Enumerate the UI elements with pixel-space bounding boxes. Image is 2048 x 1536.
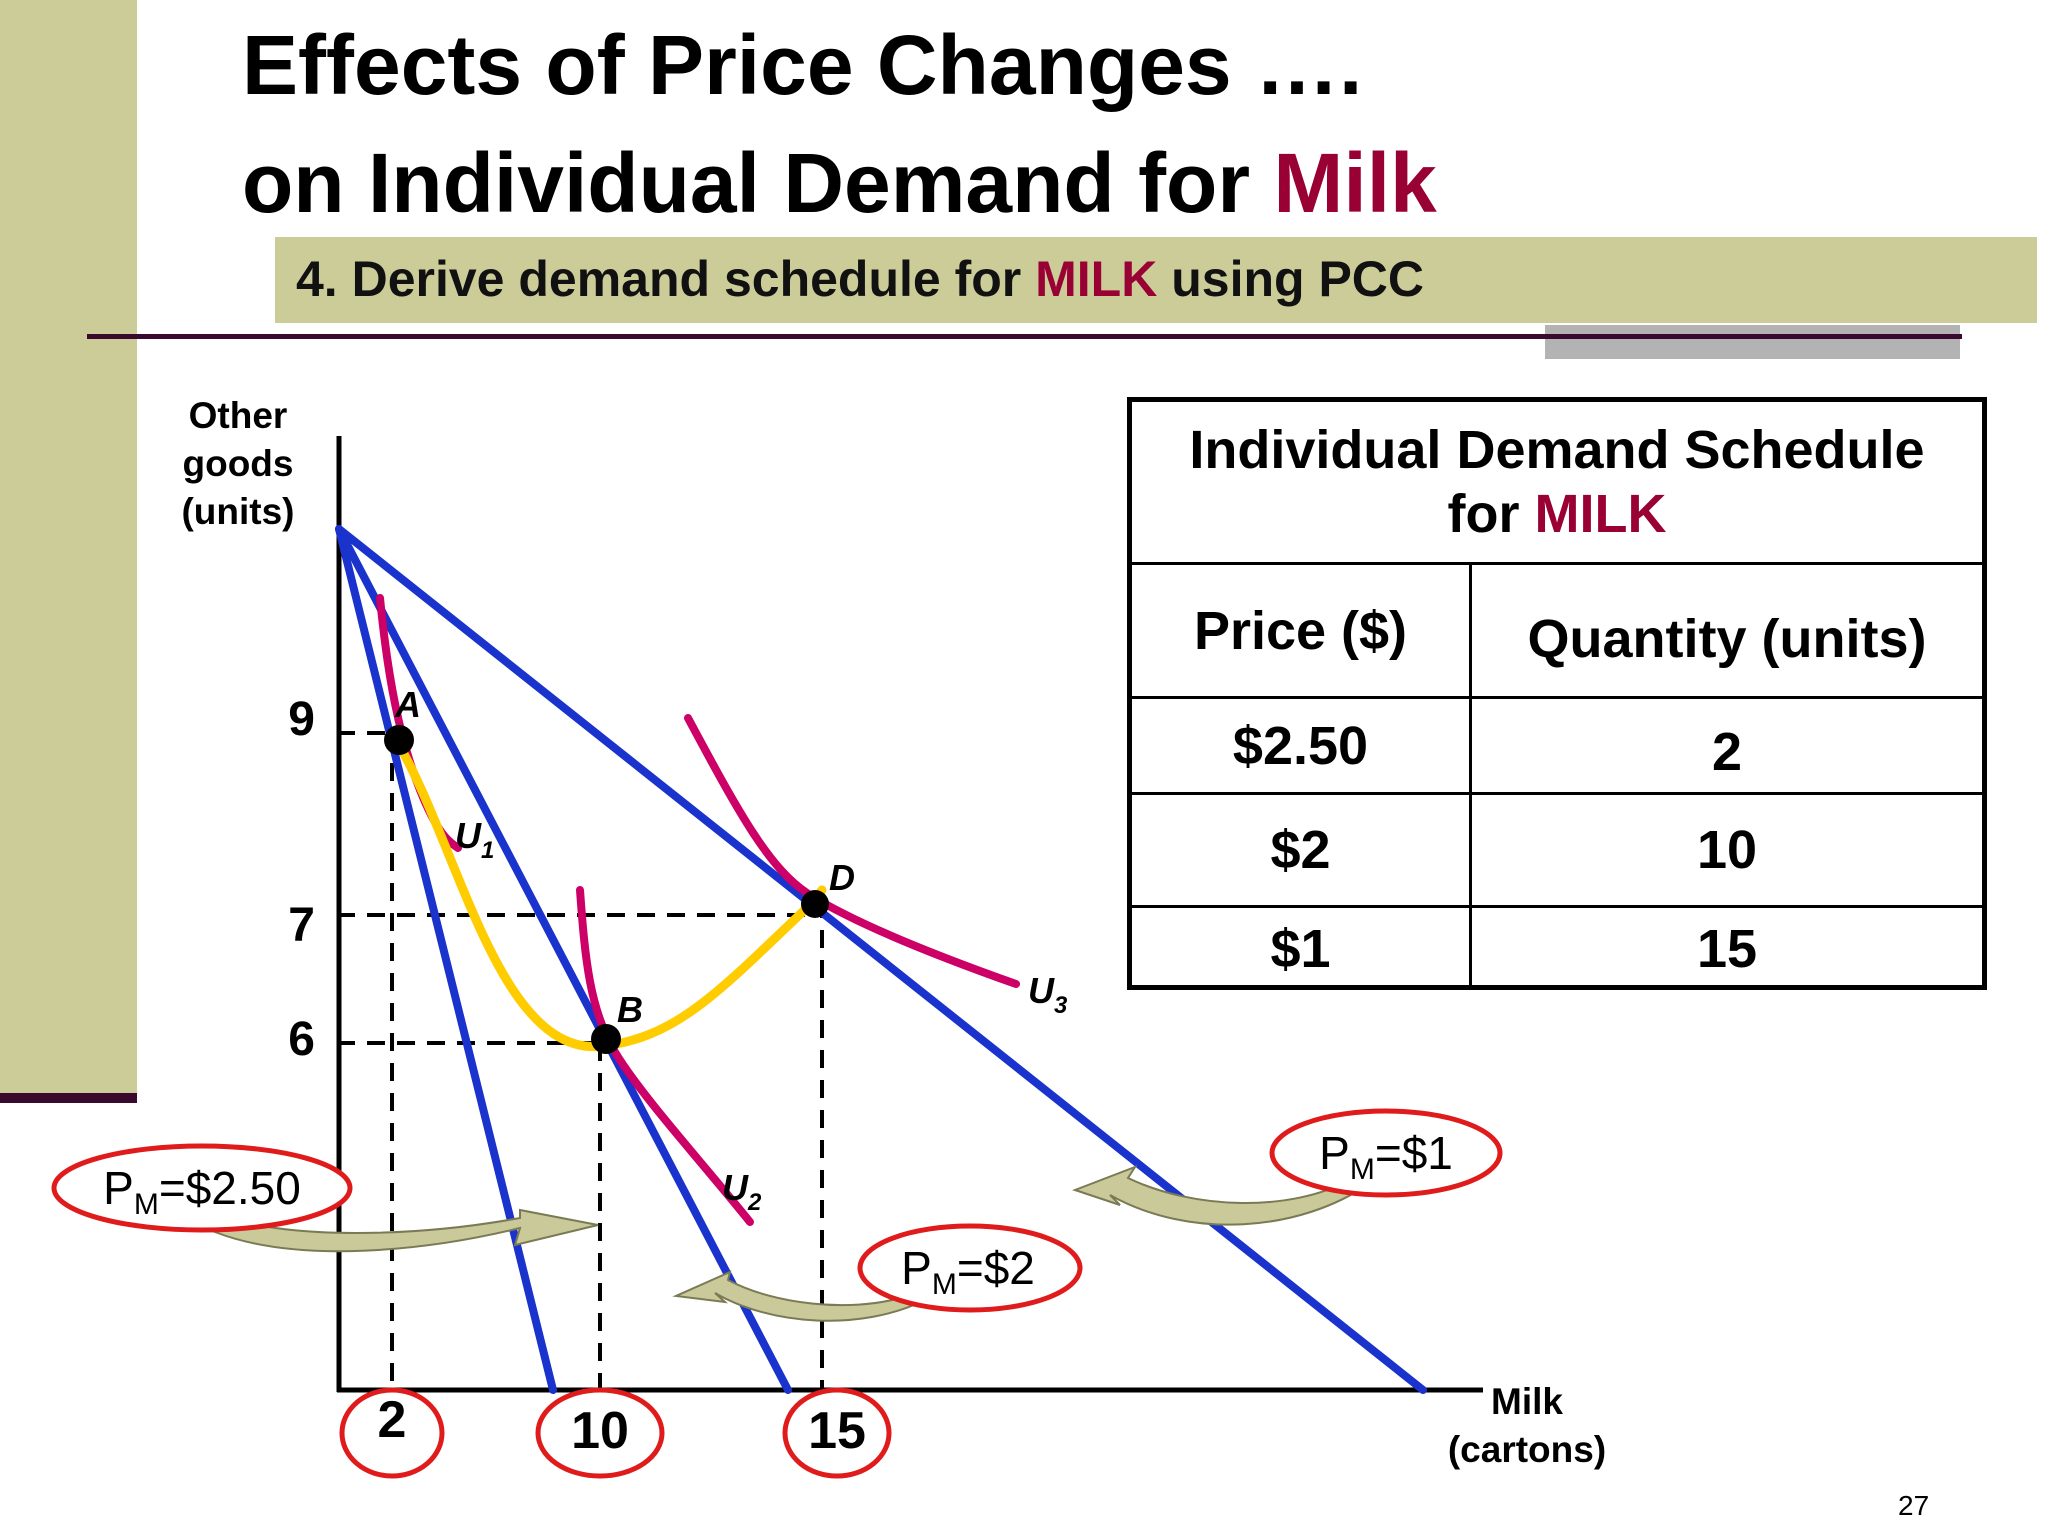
x-tick-2-highlight bbox=[339, 1387, 445, 1479]
page-number: 27 bbox=[1898, 1490, 1930, 1521]
table-title-line-2: for MILK bbox=[1448, 482, 1667, 546]
point-label-d: D bbox=[829, 857, 855, 898]
price-label-2-50-p: P bbox=[103, 1162, 134, 1214]
title-line-1: Effects of Price Changes …. bbox=[242, 18, 1363, 112]
y-axis-title-line: goods bbox=[182, 443, 294, 484]
price-label-2-50-sub: M bbox=[134, 1188, 159, 1221]
price-label-2-50: PM=$2.50 bbox=[103, 1162, 301, 1221]
x-tick-10-highlight bbox=[535, 1387, 665, 1479]
title-line-2-text: on Individual Demand for bbox=[242, 136, 1274, 230]
pcc-curve bbox=[393, 738, 827, 1052]
table-title-prefix: for bbox=[1447, 484, 1535, 544]
curve-label-u1-sub: 1 bbox=[481, 837, 494, 864]
curve-label-u3: U3 bbox=[1028, 970, 1068, 1019]
curve-label-u1: U1 bbox=[455, 815, 494, 864]
subtitle-band bbox=[275, 237, 2037, 323]
y-tick-6: 6 bbox=[288, 1013, 315, 1066]
table-title: Individual Demand Schedule for MILK bbox=[1132, 402, 1982, 565]
subtitle-suffix: using PCC bbox=[1157, 251, 1425, 307]
indifference-curve-u3 bbox=[684, 714, 1020, 988]
subtitle-accent-milk: MILK bbox=[1035, 251, 1158, 307]
demand-schedule-table: Individual Demand Schedule for MILK Pric… bbox=[1127, 397, 1987, 990]
table-cell-quantity: 15 bbox=[1696, 919, 1758, 979]
table-cell-quantity: 2 bbox=[1711, 721, 1743, 782]
pivot-arrow-2 bbox=[672, 1270, 929, 1322]
table-cell-quantity: 10 bbox=[1696, 820, 1758, 880]
y-axis-title-line: Other bbox=[188, 395, 288, 436]
x-tick-10: 10 bbox=[571, 1402, 629, 1460]
curve-label-u3-sub: 3 bbox=[1054, 992, 1068, 1019]
x-axis-title: Milk (cartons) bbox=[1432, 1378, 1622, 1474]
decorative-gray-bar bbox=[1545, 325, 1960, 359]
indifference-curve-u2 bbox=[576, 886, 754, 1226]
curve-label-u2-letter: U bbox=[722, 1167, 749, 1208]
subtitle-prefix: 4. Derive demand schedule for bbox=[296, 251, 1036, 307]
point-label-b: B bbox=[617, 989, 643, 1030]
curve-label-u1-letter: U bbox=[455, 815, 482, 856]
table-cell-price: $2.50 bbox=[1232, 715, 1369, 776]
table-header-quantity: Quantity (units) bbox=[1527, 608, 1927, 669]
curve-label-u3-letter: U bbox=[1028, 970, 1055, 1011]
subtitle: 4. Derive demand schedule for MILK using… bbox=[296, 250, 1424, 308]
price-label-2-50-highlight bbox=[51, 1143, 353, 1233]
price-label-2-highlight bbox=[857, 1223, 1083, 1313]
price-label-2-p: P bbox=[901, 1242, 932, 1294]
x-tick-15: 15 bbox=[808, 1402, 866, 1460]
y-tick-9: 9 bbox=[288, 693, 315, 746]
price-label-2-50-value: =$2.50 bbox=[159, 1162, 301, 1214]
curve-label-u2-sub: 2 bbox=[747, 1189, 762, 1216]
pivot-arrow-1 bbox=[213, 1208, 599, 1253]
price-label-1-highlight bbox=[1269, 1108, 1503, 1198]
y-axis-title-line: (units) bbox=[181, 491, 295, 532]
budget-line-pm-2-50 bbox=[335, 525, 557, 1394]
budget-line-pm-1 bbox=[335, 525, 1427, 1394]
y-axis-title: Other goods (units) bbox=[168, 392, 308, 536]
price-label-1-sub: M bbox=[1350, 1153, 1375, 1186]
x-tick-2: 2 bbox=[378, 1391, 407, 1449]
x-tick-15-highlight bbox=[782, 1387, 892, 1479]
price-label-1-p: P bbox=[1319, 1127, 1350, 1179]
table-cell-price: $2 bbox=[1270, 820, 1331, 880]
curve-label-u2: U2 bbox=[722, 1167, 762, 1216]
slide-title: Effects of Price Changes …. on Individua… bbox=[242, 6, 1437, 242]
pivot-arrow-3 bbox=[1072, 1164, 1373, 1226]
table-header-price: Price ($) bbox=[1193, 600, 1408, 661]
table-title-line-1: Individual Demand Schedule bbox=[1189, 420, 1925, 480]
point-a-marker bbox=[384, 725, 414, 755]
title-line-2: on Individual Demand for Milk bbox=[242, 124, 1437, 242]
table-header-divider bbox=[1132, 696, 1982, 699]
price-label-1: PM=$1 bbox=[1319, 1127, 1453, 1186]
header-rule bbox=[87, 334, 1962, 339]
x-axis-title-line: Milk bbox=[1491, 1381, 1563, 1422]
sidebar-band bbox=[0, 0, 137, 1093]
point-label-a: A bbox=[394, 684, 421, 725]
point-d-marker bbox=[801, 890, 829, 918]
table-row-divider bbox=[1132, 792, 1982, 795]
price-label-2: PM=$2 bbox=[901, 1242, 1035, 1301]
table-title-accent-milk: MILK bbox=[1534, 484, 1667, 544]
title-accent-milk: Milk bbox=[1273, 136, 1437, 230]
budget-line-pm-2 bbox=[335, 525, 792, 1394]
price-label-2-sub: M bbox=[932, 1268, 957, 1301]
price-label-2-value: =$2 bbox=[957, 1242, 1035, 1294]
y-tick-7: 7 bbox=[288, 899, 315, 952]
table-cell-price: $1 bbox=[1270, 919, 1331, 979]
table-column-divider bbox=[1469, 562, 1472, 990]
table-row-divider bbox=[1132, 905, 1982, 908]
price-label-1-value: =$1 bbox=[1375, 1127, 1453, 1179]
point-b-marker bbox=[591, 1024, 621, 1054]
sidebar-edge bbox=[0, 1093, 137, 1103]
x-axis-title-line: (cartons) bbox=[1447, 1429, 1607, 1470]
